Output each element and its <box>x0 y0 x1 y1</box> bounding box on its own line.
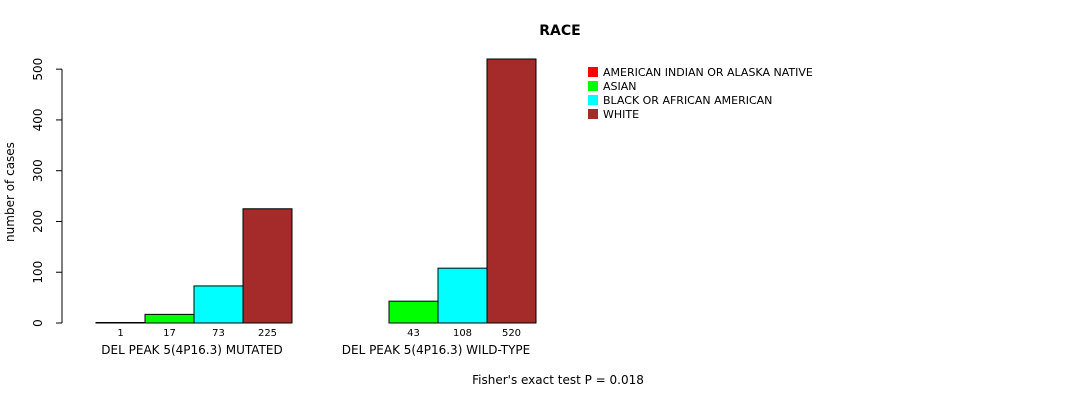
y-tick-label: 0 <box>31 319 45 327</box>
legend-entry-label: AMERICAN INDIAN OR ALASKA NATIVE <box>603 66 813 79</box>
bar-american-indian-or-alaska-native-group-1 <box>95 321 146 324</box>
y-tick-label: 400 <box>31 108 45 131</box>
y-tick-label: 200 <box>31 210 45 233</box>
bar-asian-group-2 <box>388 300 439 324</box>
group-label-1: DEL PEAK 5(4P16.3) MUTATED <box>101 343 282 357</box>
y-axis-label: number of cases <box>3 142 17 242</box>
legend-swatch <box>588 67 598 77</box>
legend-entry-label: ASIAN <box>603 80 637 93</box>
y-tick-label: 300 <box>31 159 45 182</box>
bar-black-or-african-american-group-1 <box>193 285 244 324</box>
y-axis: 0 100 200 300 400 500 <box>31 58 63 327</box>
bar-value-label: 43 <box>407 328 420 339</box>
bars: 1 17 73 225 DEL PEAK 5(4P16.3) MUTATED 43 108 5… <box>95 58 537 357</box>
chart-title: RACE <box>539 23 580 39</box>
bar-value-label: 520 <box>502 328 521 339</box>
legend: AMERICAN INDIAN OR ALASKA NATIVEASIANBLA… <box>588 66 813 121</box>
bar-value-label: 108 <box>453 328 472 339</box>
legend-swatch <box>588 95 598 105</box>
bar-value-label: 73 <box>212 328 225 339</box>
legend-entry-label: WHITE <box>603 108 639 121</box>
legend-entry-label: BLACK OR AFRICAN AMERICAN <box>603 94 772 107</box>
group-label-2: DEL PEAK 5(4P16.3) WILD-TYPE <box>342 343 530 357</box>
y-tick-label: 500 <box>31 58 45 81</box>
fisher-test-footnote: Fisher's exact test P = 0.018 <box>472 373 644 387</box>
y-tick-label: 100 <box>31 261 45 284</box>
bar-white-group-1 <box>242 208 293 324</box>
bar-black-or-african-american-group-2 <box>437 267 488 324</box>
legend-swatch <box>588 109 598 119</box>
bar-white-group-2 <box>486 58 537 324</box>
bar-value-label: 225 <box>258 328 277 339</box>
legend-swatch <box>588 81 598 91</box>
bar-asian-group-1 <box>144 313 195 324</box>
bar-value-label: 1 <box>117 328 123 339</box>
bar-value-label: 17 <box>163 328 176 339</box>
